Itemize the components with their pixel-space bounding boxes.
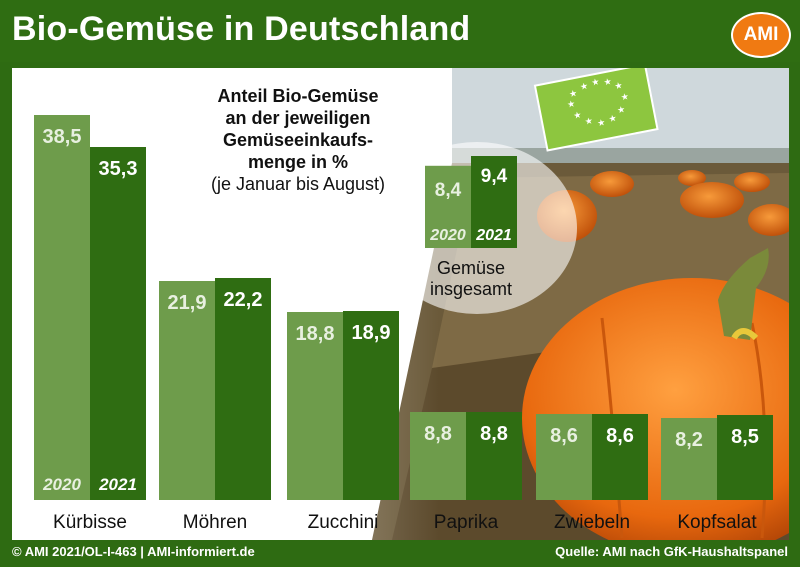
bar-2020 [661,418,717,500]
overall-bar-2021 [471,156,517,248]
ami-logo: AMI [731,12,791,58]
value-label-2021: 35,3 [99,158,138,180]
subtitle-bubble [158,68,418,274]
svg-text:★: ★ [616,105,626,116]
value-label-2020: 8,6 [550,425,578,447]
value-label-2021: 18,9 [352,322,391,344]
svg-text:★: ★ [566,99,576,110]
bar-2021 [343,311,399,500]
svg-text:★: ★ [603,77,613,88]
chart-title: Bio-Gemüse in Deutschland [12,10,471,48]
svg-text:★: ★ [620,92,630,103]
bar-2021 [592,414,648,500]
subtitle-line: Gemüseeinkaufs- [223,130,373,150]
category-label: Zucchini [308,512,379,533]
value-label-2020: 8,2 [675,429,703,451]
svg-text:★: ★ [573,110,583,121]
bar-2021 [466,412,522,500]
bar-2020 [287,312,343,500]
bar-2020 [536,414,592,500]
svg-text:★: ★ [614,81,624,92]
header-bar [0,0,800,62]
overall-year-2021: 2021 [475,227,512,244]
category-label: Kürbisse [53,512,127,533]
value-label-2021: 8,5 [731,426,759,448]
eu-organic-logo-icon: ★★ ★ ★ ★★ ★★★ ★★★ [533,68,659,152]
overall-label: Gemüse [437,258,505,278]
year-label-2021: 2021 [98,475,137,494]
category-label: Zwiebeln [554,512,630,533]
overall-value-2020: 8,4 [435,180,462,201]
value-label-2020: 8,8 [424,423,452,445]
svg-text:★: ★ [579,82,589,93]
value-label-2021: 8,6 [606,425,634,447]
subtitle-period: (je Januar bis August) [211,174,385,194]
subtitle-line: an der jeweiligen [225,108,370,128]
value-label-2021: 8,8 [480,423,508,445]
svg-text:★: ★ [568,89,578,100]
overall-year-2020: 2020 [429,227,466,244]
svg-text:★: ★ [597,118,607,129]
category-label: Paprika [434,512,499,533]
svg-text:★: ★ [584,116,594,127]
footer-source: Quelle: AMI nach GfK-Haushaltspanel [555,544,788,559]
category-label: Möhren [183,512,247,533]
overall-label: insgesamt [430,279,512,299]
chart-panel: ★ ★ ★ ★ ★ ★ ★ ★ ★ ★ ★ ★ Anteil Bio-Gemüse an der … [12,68,789,540]
subtitle-line: Anteil Bio-Gemüse [217,86,378,106]
category-label: Kopfsalat [677,512,757,533]
value-label-2020: 18,8 [296,323,335,345]
bar-2020 [34,115,90,500]
footer-copyright: © AMI 2021/OL-I-463 | AMI-informiert.de [12,544,255,559]
bar-2020 [159,281,215,500]
svg-text:★: ★ [608,114,618,125]
bar-2020 [410,412,466,500]
subtitle-line: menge in % [248,152,348,172]
bar-2021 [90,147,146,500]
value-label-2020: 38,5 [43,126,82,148]
overall-value-2021: 9,4 [481,166,508,187]
year-label-2020: 2020 [42,475,81,494]
bar-2021 [215,278,271,500]
svg-text:★: ★ [591,77,601,88]
value-label-2021: 22,2 [224,289,263,311]
overall-bar-2020 [425,165,471,248]
bar-2021 [717,415,773,500]
value-label-2020: 21,9 [168,292,207,314]
